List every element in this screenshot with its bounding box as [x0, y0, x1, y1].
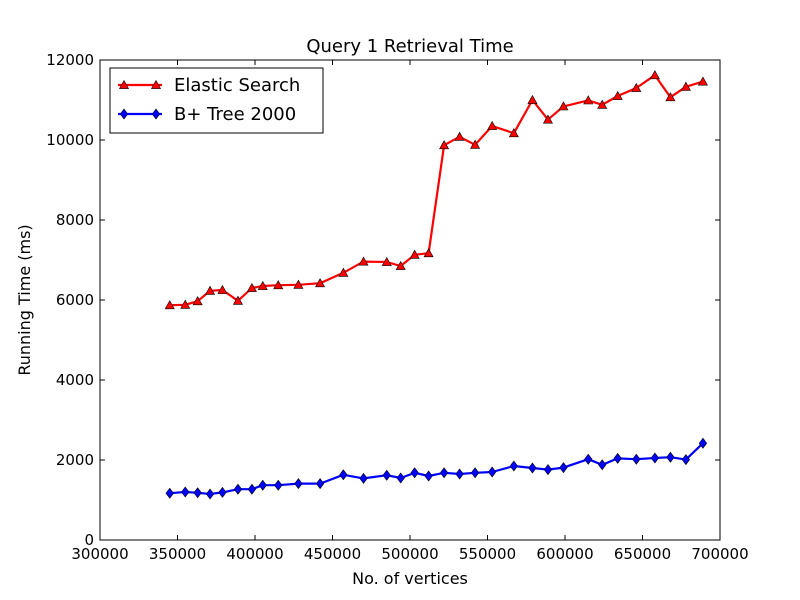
data-point-elastic-search — [232, 295, 243, 305]
data-point-b-tree-2000 — [698, 437, 708, 449]
y-axis-label: Running Time (ms) — [15, 224, 34, 375]
data-point-b-tree-2000 — [470, 467, 480, 479]
data-point-elastic-search — [205, 285, 216, 295]
data-point-elastic-search — [358, 256, 369, 266]
data-point-elastic-search — [631, 82, 642, 92]
data-point-elastic-search — [246, 282, 257, 292]
y-tick-label: 6000 — [56, 291, 94, 309]
data-point-elastic-search — [217, 284, 228, 294]
data-point-elastic-search — [257, 280, 268, 290]
data-point-b-tree-2000 — [165, 487, 174, 499]
data-point-elastic-search — [180, 299, 191, 309]
data-point-elastic-search — [381, 256, 392, 266]
data-point-b-tree-2000 — [650, 452, 660, 464]
data-point-elastic-search — [665, 92, 676, 102]
data-point-elastic-search — [439, 140, 450, 150]
data-point-b-tree-2000 — [455, 468, 464, 480]
legend-label: Elastic Search — [174, 75, 300, 96]
data-point-elastic-search — [164, 300, 175, 310]
x-tick-label: 500000 — [381, 545, 438, 563]
y-tick-label: 8000 — [56, 211, 94, 229]
data-point-b-tree-2000 — [339, 469, 348, 481]
data-point-b-tree-2000 — [193, 487, 202, 499]
series-layer — [164, 70, 708, 500]
y-tick-label: 12000 — [46, 51, 94, 69]
data-point-b-tree-2000 — [584, 453, 593, 465]
data-point-b-tree-2000 — [181, 486, 190, 498]
data-point-b-tree-2000 — [247, 483, 257, 495]
data-point-b-tree-2000 — [424, 470, 433, 482]
data-point-b-tree-2000 — [439, 467, 449, 479]
legend-marker — [151, 108, 161, 120]
data-point-b-tree-2000 — [258, 479, 267, 491]
data-point-elastic-search — [409, 249, 420, 259]
x-tick-label: 650000 — [614, 545, 671, 563]
data-point-b-tree-2000 — [359, 472, 368, 484]
data-point-b-tree-2000 — [233, 483, 243, 495]
data-point-elastic-search — [192, 296, 203, 306]
data-point-b-tree-2000 — [396, 472, 405, 484]
data-point-elastic-search — [597, 99, 608, 109]
data-point-elastic-search — [338, 267, 349, 277]
data-point-elastic-search — [423, 248, 434, 258]
plot-frame — [99, 59, 721, 541]
x-tick-label: 600000 — [536, 545, 593, 563]
data-point-elastic-search — [395, 260, 406, 270]
y-tick-label: 2000 — [56, 451, 94, 469]
x-tick-label: 450000 — [304, 545, 361, 563]
x-axis-label: No. of vertices — [352, 569, 468, 588]
data-point-elastic-search — [649, 70, 660, 80]
data-point-b-tree-2000 — [382, 469, 391, 481]
data-point-elastic-search — [470, 139, 481, 149]
data-point-elastic-search — [680, 81, 691, 91]
data-point-elastic-search — [454, 131, 465, 141]
y-tick-label: 0 — [84, 531, 94, 549]
x-tick-label: 700000 — [691, 545, 748, 563]
data-point-b-tree-2000 — [274, 479, 283, 491]
x-tick-label: 300000 — [71, 545, 128, 563]
legend-marker — [150, 79, 162, 89]
chart-title: Query 1 Retrieval Time — [306, 36, 513, 57]
x-tick-label: 350000 — [149, 545, 206, 563]
legend: Elastic Search B+ Tree 2000 — [109, 67, 324, 134]
data-point-b-tree-2000 — [488, 466, 497, 478]
data-point-elastic-search — [508, 128, 519, 138]
data-point-b-tree-2000 — [509, 460, 518, 472]
legend-marker — [119, 108, 129, 120]
data-point-elastic-search — [527, 94, 538, 104]
data-point-b-tree-2000 — [559, 462, 568, 474]
data-point-elastic-search — [293, 279, 304, 289]
data-point-elastic-search — [612, 90, 623, 100]
data-point-b-tree-2000 — [681, 454, 691, 466]
data-point-elastic-search — [273, 280, 284, 290]
data-point-elastic-search — [558, 101, 569, 111]
legend-box — [109, 67, 324, 134]
data-point-b-tree-2000 — [666, 451, 675, 463]
data-point-b-tree-2000 — [410, 467, 419, 479]
data-point-b-tree-2000 — [315, 478, 325, 490]
data-point-b-tree-2000 — [543, 464, 553, 476]
data-point-b-tree-2000 — [218, 486, 227, 498]
data-point-b-tree-2000 — [528, 462, 537, 474]
series-elastic-search — [164, 70, 708, 310]
data-point-b-tree-2000 — [294, 478, 303, 490]
data-point-elastic-search — [697, 76, 708, 86]
y-tick-label: 4000 — [56, 371, 94, 389]
data-point-b-tree-2000 — [598, 459, 607, 471]
data-point-elastic-search — [315, 278, 326, 288]
data-point-elastic-search — [542, 114, 553, 124]
data-point-b-tree-2000 — [613, 452, 622, 464]
x-tick-label: 400000 — [226, 545, 283, 563]
data-point-b-tree-2000 — [632, 453, 641, 465]
legend-marker — [118, 79, 130, 89]
legend-label: B+ Tree 2000 — [174, 104, 296, 125]
data-point-b-tree-2000 — [205, 488, 215, 500]
axis-ticks: 300000 350000 400000 450000 500000 550000 6000… — [46, 51, 748, 563]
data-point-elastic-search — [583, 95, 594, 105]
series-b-tree-2000 — [165, 437, 708, 500]
data-point-elastic-search — [487, 120, 498, 130]
x-tick-label: 550000 — [459, 545, 516, 563]
y-tick-label: 10000 — [46, 131, 94, 149]
